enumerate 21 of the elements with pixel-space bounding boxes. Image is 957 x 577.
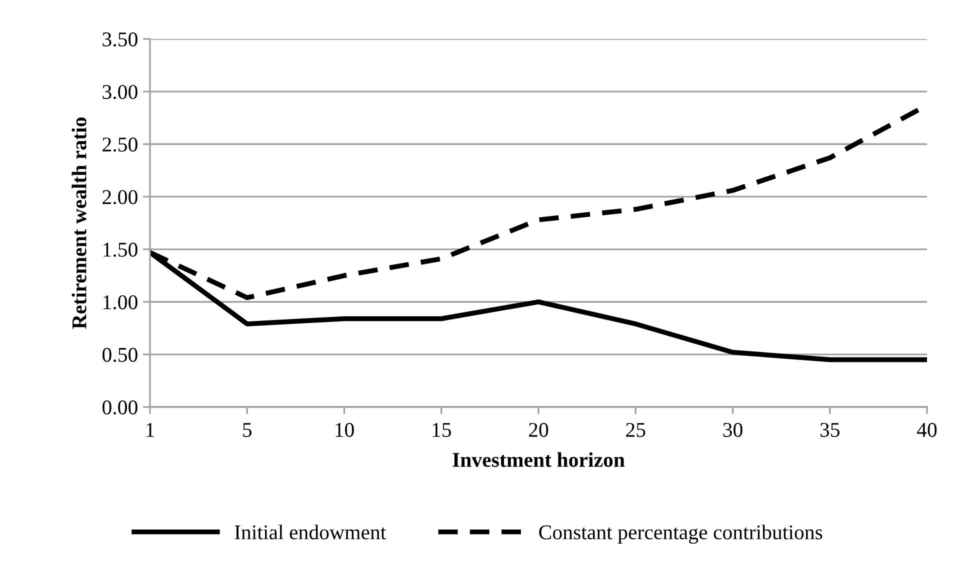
- y-tick-label: 1.50: [104, 242, 138, 257]
- y-tick-label: 3.00: [102, 84, 138, 100]
- y-tick-label: 1.00: [104, 295, 138, 310]
- x-tick-label: 40: [916, 422, 937, 437]
- y-axis-title: Retirement wealth ratio: [72, 118, 86, 329]
- x-axis-title: Investment horizon: [452, 452, 625, 467]
- x-tick-label: 35: [820, 422, 840, 437]
- y-tick-label: 0.50: [102, 348, 138, 362]
- x-tick-label: 1: [146, 422, 154, 437]
- x-tick-label: 5: [243, 423, 252, 437]
- y-tick-label: 3.50: [102, 32, 138, 47]
- legend-label: Constant percentage contributions: [539, 524, 822, 544]
- x-tick-label: 30: [723, 422, 742, 437]
- x-tick-label: 15: [432, 422, 451, 437]
- y-tick-label: 2.00: [102, 190, 138, 204]
- x-tick-label: 25: [626, 422, 646, 437]
- legend-label: Initial endowment: [234, 524, 386, 540]
- y-tick-label: 0.00: [102, 400, 138, 415]
- x-tick-label: 10: [336, 422, 354, 437]
- y-tick-label: 2.50: [102, 138, 138, 152]
- x-tick-label: 20: [529, 422, 548, 437]
